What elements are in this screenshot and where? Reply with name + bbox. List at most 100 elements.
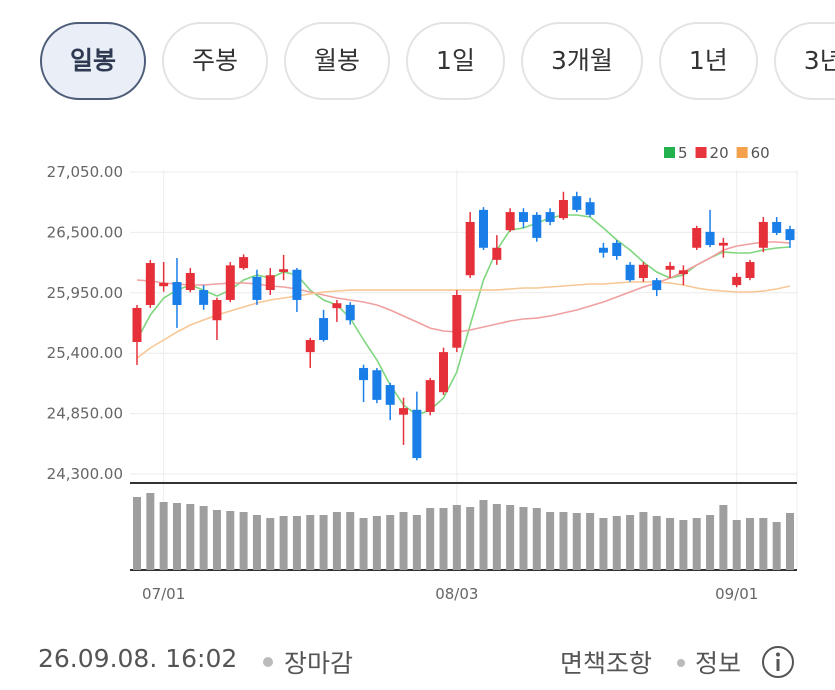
volume-bar [786,513,794,570]
volume-bar [559,512,568,570]
y-tick-label: 25,400.00 [47,344,123,362]
candle-body [492,247,502,260]
candle-body [785,229,795,241]
candle-body [745,262,755,278]
candle-body [345,304,355,321]
candle-body [478,209,488,248]
candle-body [425,380,435,412]
volume-bar [666,518,675,570]
ma-line [136,281,791,359]
candle-body [452,294,462,348]
volume-bar [772,522,781,570]
volume-bar [652,516,661,570]
candle-body [652,280,662,291]
y-tick-label: 24,850.00 [47,405,123,423]
period-tab[interactable]: 3개월 [520,22,643,100]
info-link[interactable]: 정보 [695,649,742,678]
volume-bar [452,505,461,570]
disclaimer-link[interactable]: 면책조항 [560,649,653,678]
volume-bar [146,493,155,570]
volume-bar [306,515,315,570]
candle-body [212,299,222,321]
volume-bar [586,513,595,570]
volume-bar [159,502,168,570]
volume-bar [186,504,195,570]
volume-bar [599,518,608,570]
candle-body [359,368,369,381]
candle-body [665,265,675,270]
candle-body [732,276,742,286]
volume-bar [212,510,221,570]
candle-body [172,282,182,305]
legend-label: 5 [678,144,688,162]
volume-bar [439,508,448,570]
candle-body [439,352,449,393]
volume-bar [746,518,755,570]
separator-dot [263,657,273,667]
candle-body [678,270,688,275]
candle-body [585,202,595,215]
candle-body [772,221,782,233]
volume-bar [266,518,275,570]
volume-bar [133,497,141,570]
volume-bar [412,515,421,570]
volume-bar [199,506,208,570]
volume-bar [532,508,541,570]
candle-body [532,214,542,238]
x-tick-label: 07/01 [142,585,185,603]
volume-bar [479,500,488,570]
x-tick-label: 09/01 [715,585,758,603]
volume-bar [692,518,701,570]
timestamp: 26.09.08. 16:02 [38,644,238,673]
candle-body [159,282,169,287]
volume-bar [626,515,635,570]
period-tab[interactable]: 일봉 [40,22,147,100]
period-tab[interactable]: 3년 [773,22,835,100]
candle-body [399,408,409,415]
volume-bar [706,515,715,570]
candle-body [279,269,289,272]
volume-bar [466,507,475,570]
volume-bar [519,507,528,570]
volume-bar [612,516,621,570]
footer: 26.09.08. 16:02 장마감 면책조항 정보 [0,636,835,686]
volume-bar [732,520,741,570]
volume-bar [546,512,555,570]
period-tab[interactable]: 주봉 [162,22,269,100]
volume-bar [719,505,728,570]
volume-bar [292,516,301,570]
candle-body [239,257,249,269]
candle-body [199,290,209,305]
period-tab[interactable]: 1일 [406,22,505,100]
volume-bar [172,503,181,570]
candle-body [705,231,715,246]
y-tick-label: 24,300.00 [47,465,123,483]
volume-bar [239,512,248,570]
chart: 24,300.00 24,850.00 25,400.00 25,950.00 26,5… [47,144,798,603]
y-tick-label: 26,500.00 [47,223,123,241]
volume-bar [679,520,688,570]
info-icon[interactable] [760,644,796,680]
candle-body [305,340,315,353]
y-tick-label: 27,050.00 [47,163,123,181]
candle-body [558,200,568,219]
candle-body [625,264,635,281]
volume-bar [226,511,235,570]
volume-bar [372,516,381,570]
candle-body [572,196,582,210]
period-tab[interactable]: 월봉 [284,22,391,100]
candle-body [598,247,608,253]
volume-bar [332,512,341,570]
candle-body [332,303,342,309]
y-tick-label: 25,950.00 [47,284,123,302]
volume-bar [279,516,288,570]
candle-body [612,242,622,257]
candle-body [292,269,302,300]
candle-body [692,228,702,248]
separator-dot [677,659,685,667]
candle-body [265,275,275,291]
candle-body [638,264,648,278]
candle-body [252,276,262,300]
period-tab[interactable]: 1년 [658,22,758,100]
